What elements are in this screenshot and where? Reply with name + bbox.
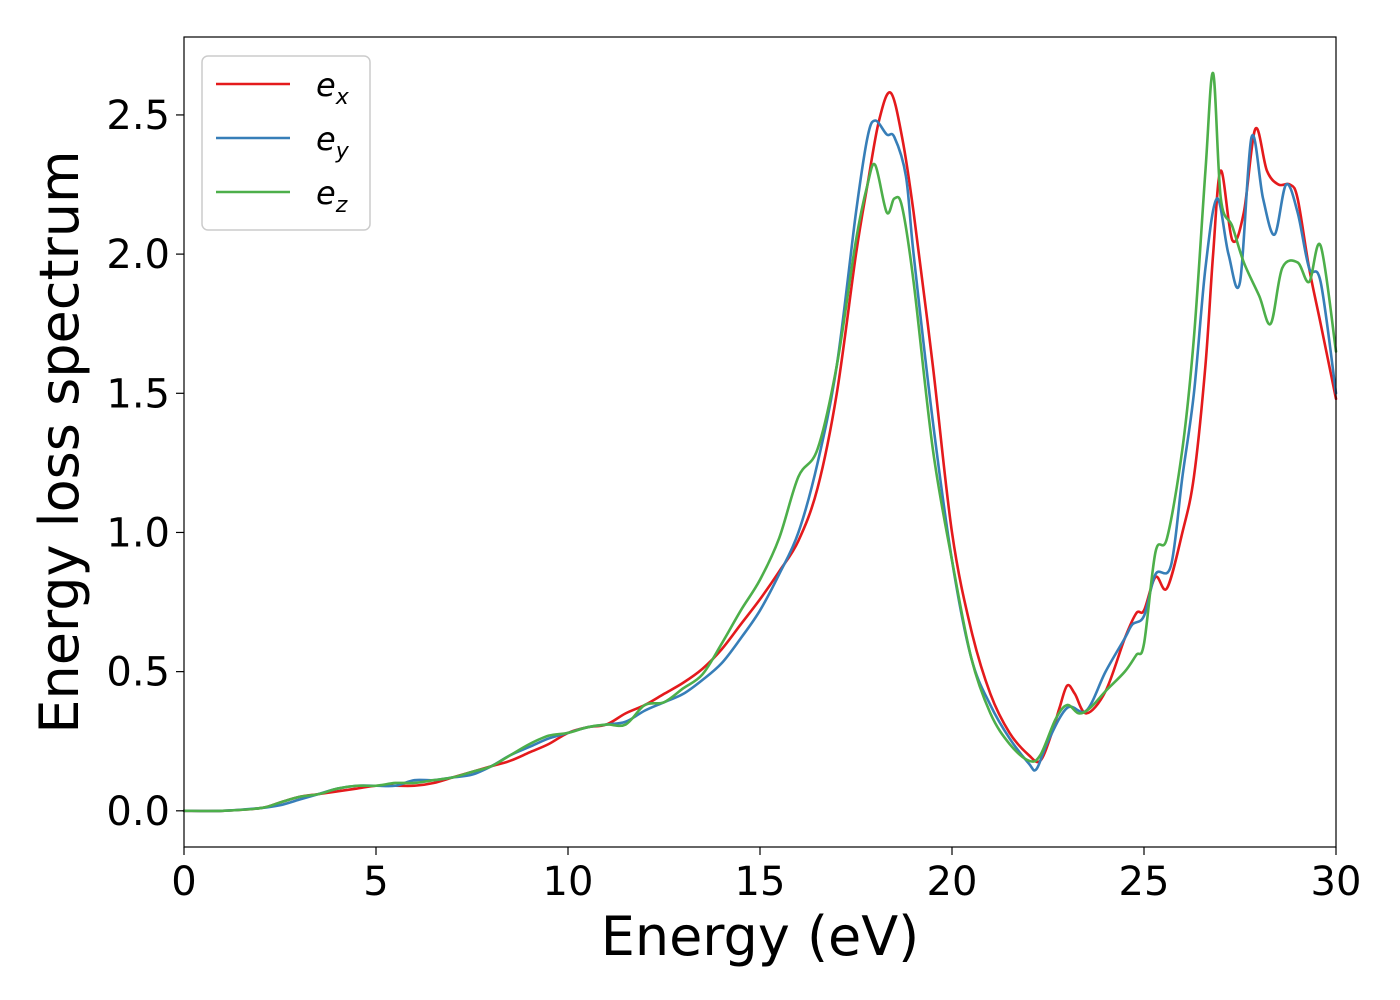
legend-label-subscript: z [335, 193, 348, 218]
series-line-z [182, 71, 1338, 813]
x-tick-label: 15 [735, 859, 786, 905]
legend-label-y: ey [316, 120, 350, 164]
y-tick-label: 1.0 [106, 510, 170, 556]
legend-label-base: e [316, 174, 336, 212]
x-axis: 0 5 10 15 20 25 30 [171, 847, 1361, 905]
legend-label-base: e [316, 120, 336, 158]
legend-label-subscript: x [335, 85, 350, 110]
y-tick-label: 0.0 [106, 789, 170, 835]
y-tick-label: 0.5 [106, 650, 170, 696]
x-tick-label: 25 [1119, 859, 1170, 905]
x-tick-label: 20 [927, 859, 978, 905]
x-axis-title: Energy (eV) [601, 905, 920, 968]
legend-label-subscript: y [335, 139, 350, 164]
legend-label-x: ex [316, 66, 350, 110]
series-layer [182, 71, 1338, 813]
y-axis-title: Energy loss spectrum [28, 150, 91, 733]
x-tick-label: 30 [1311, 859, 1362, 905]
y-axis: 0.0 0.5 1.0 1.5 2.0 2.5 [106, 93, 184, 835]
legend-box [201, 55, 371, 231]
x-tick-label: 0 [171, 859, 196, 905]
legend-label-base: e [316, 66, 336, 104]
x-tick-label: 5 [363, 859, 388, 905]
plot-area [184, 37, 1336, 847]
y-tick-label: 2.0 [106, 232, 170, 278]
x-tick-label: 10 [543, 859, 594, 905]
y-tick-label: 2.5 [106, 93, 170, 139]
y-tick-label: 1.5 [106, 371, 170, 417]
legend-label-z: ez [316, 174, 348, 218]
